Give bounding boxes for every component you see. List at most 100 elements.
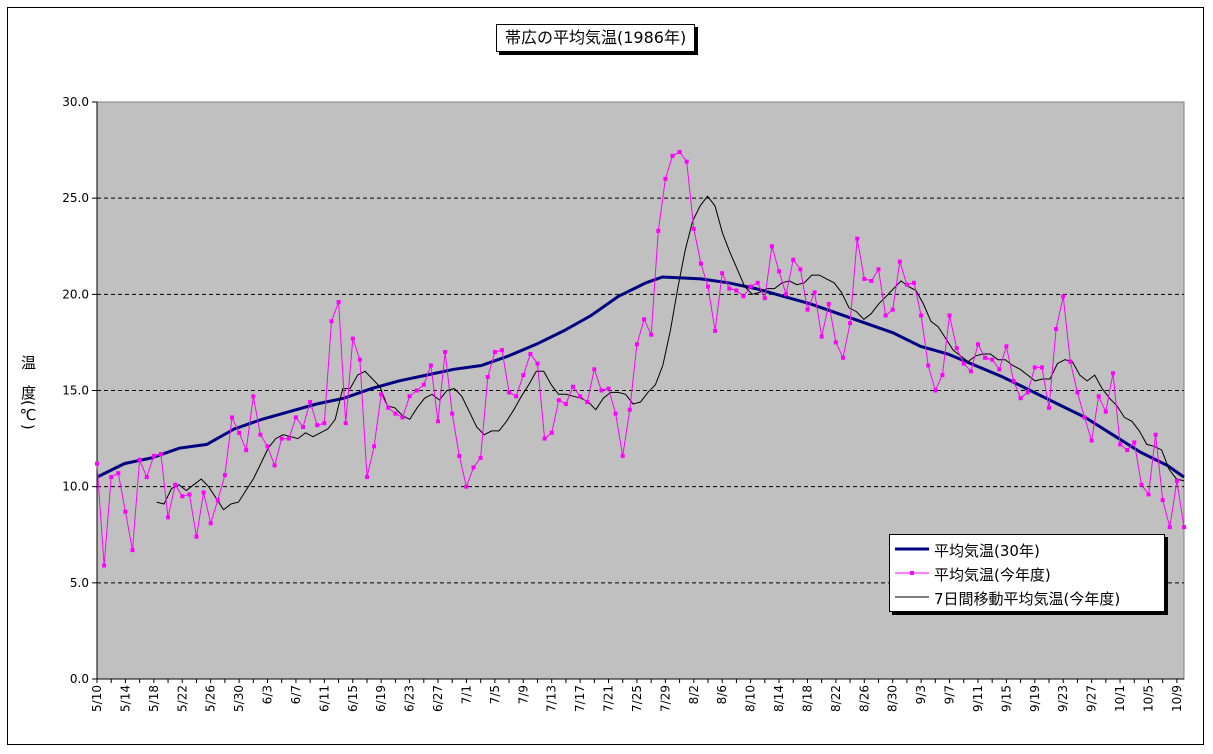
series-this-year-point bbox=[194, 534, 199, 539]
series-this-year-point bbox=[663, 176, 668, 181]
series-this-year-point bbox=[748, 284, 753, 289]
series-this-year-point bbox=[1125, 448, 1130, 453]
x-tick-label: 10/1 bbox=[1113, 685, 1127, 712]
series-this-year-point bbox=[421, 382, 426, 387]
series-this-year-point bbox=[784, 292, 789, 297]
series-this-year-point bbox=[166, 515, 170, 520]
series-this-year-point bbox=[798, 267, 803, 272]
series-layer bbox=[95, 150, 1186, 568]
x-tick-label: 5/18 bbox=[147, 685, 161, 712]
series-this-year-point bbox=[1160, 498, 1165, 503]
legend-item-30yr: 平均気温(30年) bbox=[890, 538, 1164, 560]
series-this-year-point bbox=[386, 405, 391, 410]
series-this-year-point bbox=[926, 363, 931, 368]
series-this-year-point bbox=[634, 342, 639, 347]
series-this-year-point bbox=[642, 317, 647, 322]
chart-title: 帯広の平均気温(1986年) bbox=[496, 24, 696, 52]
series-this-year-point bbox=[180, 494, 185, 499]
series-this-year-point bbox=[670, 153, 675, 158]
series-this-year-point bbox=[144, 475, 149, 480]
x-tick-label: 7/1 bbox=[459, 685, 473, 704]
y-tick-label: 25.0 bbox=[62, 191, 89, 205]
series-this-year-point bbox=[1018, 396, 1023, 401]
series-this-year-point bbox=[883, 313, 888, 318]
series-this-year-point bbox=[485, 375, 490, 379]
series-this-year-point bbox=[400, 415, 405, 420]
series-this-year-point bbox=[407, 394, 412, 399]
series-this-year-point bbox=[1167, 525, 1172, 530]
series-this-year-point bbox=[819, 334, 824, 339]
series-this-year-point bbox=[713, 328, 718, 333]
series-this-year-point bbox=[471, 465, 476, 470]
series-this-year-point bbox=[137, 457, 142, 462]
series-this-year-point bbox=[95, 461, 99, 466]
series-this-year-point bbox=[734, 288, 739, 293]
series-this-year-point bbox=[862, 276, 867, 281]
series-this-year-point bbox=[265, 444, 270, 449]
series-this-year-point bbox=[627, 407, 632, 412]
series-this-year-point bbox=[123, 509, 128, 514]
series-this-year-point bbox=[727, 286, 732, 291]
series-this-year-point bbox=[968, 369, 973, 374]
series-this-year-point bbox=[187, 492, 192, 497]
series-this-year-point bbox=[109, 475, 114, 480]
series-this-year-point bbox=[464, 484, 469, 489]
y-tick-label: 10.0 bbox=[62, 480, 89, 494]
legend-item-moving-avg: 7日間移動平均気温(今年度) bbox=[890, 586, 1164, 608]
series-this-year-point bbox=[492, 350, 497, 354]
series-this-year-point bbox=[698, 261, 703, 266]
series-this-year-point bbox=[841, 355, 845, 360]
x-tick-label: 7/13 bbox=[545, 685, 559, 712]
series-this-year-point bbox=[677, 150, 682, 154]
series-this-year-point bbox=[571, 384, 575, 389]
series-this-year-point bbox=[812, 290, 817, 295]
series-this-year-point bbox=[1068, 359, 1073, 364]
series-this-year-point bbox=[869, 278, 874, 283]
series-this-year-point bbox=[1182, 525, 1186, 530]
x-tick-label: 9/7 bbox=[943, 685, 957, 704]
series-this-year-point bbox=[130, 548, 135, 553]
series-this-year-point bbox=[208, 521, 213, 526]
x-tick-label: 8/14 bbox=[772, 685, 786, 712]
series-this-year-point bbox=[535, 361, 540, 366]
series-this-year-point bbox=[649, 332, 654, 337]
series-this-year-point bbox=[1082, 415, 1087, 420]
series-this-year-point bbox=[1139, 482, 1144, 487]
x-tick-label: 6/27 bbox=[431, 685, 445, 712]
series-this-year-point bbox=[1004, 344, 1009, 349]
series-this-year-point bbox=[372, 444, 377, 449]
series-this-year-point bbox=[258, 432, 263, 437]
series-this-year-point bbox=[116, 471, 121, 476]
series-this-year-point bbox=[897, 259, 902, 264]
series-this-year-point bbox=[599, 388, 604, 393]
series-this-year-point bbox=[826, 301, 831, 306]
series-this-year-point bbox=[741, 294, 746, 299]
series-this-year-point bbox=[961, 361, 966, 366]
y-axis: 0.0 5.0 10.0 15.0 20.0 25.0 30.0 bbox=[62, 95, 98, 686]
series-this-year-point bbox=[656, 228, 661, 233]
series-this-year-point bbox=[954, 346, 959, 351]
x-tick-label: 8/6 bbox=[715, 685, 729, 704]
series-this-year-point bbox=[855, 236, 860, 241]
x-tick-label: 5/30 bbox=[232, 685, 246, 712]
series-this-year-point bbox=[684, 159, 689, 164]
series-this-year-point bbox=[350, 336, 355, 341]
x-tick-label: 6/15 bbox=[346, 685, 360, 712]
series-this-year-point bbox=[919, 313, 924, 318]
x-tick-label: 9/11 bbox=[971, 685, 985, 712]
y-tick-label: 15.0 bbox=[62, 384, 89, 398]
series-this-year-line bbox=[96, 151, 1185, 566]
legend-label-this-year: 平均気温(今年度) bbox=[934, 566, 1051, 584]
legend-item-this-year: 平均気温(今年度) bbox=[890, 562, 1164, 584]
series-this-year-point bbox=[343, 421, 348, 426]
series-this-year-point bbox=[976, 342, 980, 347]
x-tick-label: 5/10 bbox=[90, 685, 104, 712]
x-tick-label: 10/5 bbox=[1141, 685, 1155, 712]
x-tick-label: 7/17 bbox=[573, 685, 587, 712]
series-this-year-point bbox=[293, 415, 298, 420]
series-this-year-point bbox=[151, 453, 156, 458]
series-this-year-point bbox=[990, 357, 995, 362]
series-this-year-point bbox=[201, 490, 206, 495]
series-this-year-point bbox=[1039, 365, 1044, 370]
series-this-year-point bbox=[379, 392, 384, 397]
